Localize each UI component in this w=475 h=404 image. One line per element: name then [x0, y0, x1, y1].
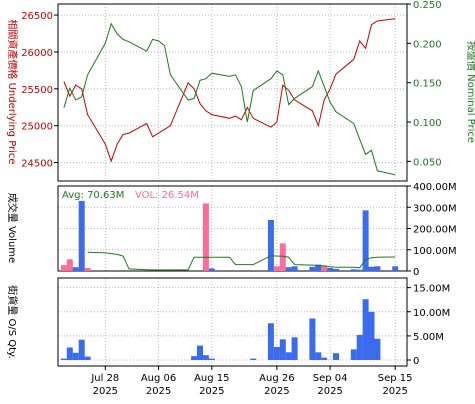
- volume-bar: [315, 264, 322, 271]
- street-qty-bar: [362, 299, 369, 360]
- right-tick-label: 0.150: [413, 79, 442, 90]
- street-qty-bar: [72, 352, 79, 360]
- street-qty-bar: [315, 352, 322, 360]
- street-qty-bar: [291, 337, 298, 360]
- x-tick-label: Sep 15: [378, 373, 413, 384]
- volume-bar: [374, 266, 381, 271]
- volume-bar: [356, 269, 363, 271]
- right-tick-label: 0.250: [413, 0, 442, 11]
- volume-bar: [84, 268, 91, 271]
- street-qty-bar: [66, 347, 73, 360]
- street-qty-bar: [202, 355, 209, 360]
- left-tick-label: 26500: [21, 11, 53, 22]
- volume-bar: [78, 200, 85, 271]
- left-tick-label: 25500: [21, 85, 53, 96]
- street-qty-bar: [267, 323, 274, 360]
- street-qty-bar: [279, 339, 286, 360]
- x-tick-label: Sep 04: [313, 373, 348, 384]
- underlying-price-line: [63, 18, 396, 163]
- x-tick-year: 2025: [199, 386, 224, 397]
- street-qty-bar: [250, 358, 257, 360]
- x-tick-year: 2025: [93, 386, 118, 397]
- street-qty-bar: [197, 345, 203, 360]
- volume-axis-label: 成交量 Volume: [6, 193, 19, 263]
- volume-bar: [72, 267, 79, 271]
- volume-bar: [350, 269, 357, 271]
- street-qty-bar: [273, 347, 280, 360]
- volume-tick-label: 300.00M: [413, 203, 457, 214]
- x-tick-label: Aug 26: [259, 373, 294, 384]
- right-axis-label: 按盤價 Nominal Price: [465, 41, 475, 143]
- street-qty-tick-label: 15.00M: [413, 284, 450, 295]
- x-tick-year: 2025: [146, 386, 171, 397]
- street-qty-bar: [374, 338, 381, 360]
- volume-bar: [273, 266, 280, 271]
- right-tick-label: 0.050: [413, 157, 442, 168]
- left-axis-label: 相關資產價格 Underlying Price: [6, 19, 19, 164]
- volume-bar: [327, 268, 334, 271]
- left-tick-label: 26000: [21, 48, 53, 59]
- x-tick-year: 2025: [264, 386, 289, 397]
- x-tick-year: 2025: [382, 386, 407, 397]
- street-qty-bar: [309, 318, 316, 360]
- volume-average-line: [87, 251, 396, 271]
- volume-bar: [202, 203, 209, 271]
- street-qty-bar: [333, 353, 339, 360]
- x-tick-year: 2025: [317, 386, 342, 397]
- volume-bar: [333, 268, 339, 271]
- volume-legend-vol: VOL: 26.54M: [135, 190, 199, 201]
- street-qty-bar: [285, 352, 292, 360]
- street-qty-bar: [356, 334, 363, 360]
- volume-bar: [362, 210, 369, 271]
- street-qty-bar: [208, 358, 215, 360]
- street-qty-tick-label: 0: [413, 356, 419, 367]
- nominal-price-line: [63, 22, 396, 176]
- volume-bar: [279, 243, 286, 271]
- street-qty-bar: [368, 311, 375, 360]
- x-tick-label: Jul 28: [90, 373, 119, 384]
- volume-tick-label: 0: [413, 267, 419, 278]
- volume-bar: [60, 265, 67, 271]
- street-qty-panel: 0 5.00M 10.00M 15.00M Jul 28 2025 Aug 06 2025 A…: [6, 277, 450, 397]
- right-tick-label: 0.100: [413, 118, 442, 129]
- street-qty-bar: [78, 339, 85, 360]
- volume-bar: [66, 259, 73, 271]
- volume-bar: [267, 220, 274, 271]
- volume-bar: [368, 266, 375, 272]
- street-qty-tick-label: 5.00M: [413, 332, 444, 343]
- street-qty-bar: [84, 356, 91, 360]
- x-tick-label: Aug 15: [194, 373, 229, 384]
- street-qty-bar: [191, 356, 198, 360]
- x-tick-label: Aug 06: [141, 373, 176, 384]
- volume-legend-avg: Avg: 70.63M: [62, 190, 124, 201]
- volume-bar: [285, 267, 292, 271]
- left-tick-label: 24500: [21, 159, 53, 170]
- street-qty-axis-label: 街貨量 O/S Qty.: [6, 285, 19, 358]
- right-tick-label: 0.200: [413, 39, 442, 50]
- volume-bar: [291, 266, 298, 271]
- volume-bar: [321, 265, 328, 271]
- street-qty-bar: [350, 349, 357, 360]
- volume-tick-label: 100.00M: [413, 246, 457, 257]
- street-qty-bar: [60, 358, 67, 360]
- volume-bar: [309, 266, 316, 272]
- street-qty-bar: [321, 357, 328, 360]
- left-tick-label: 25000: [21, 122, 53, 133]
- volume-tick-label: 200.00M: [413, 225, 457, 236]
- price-panel: 24500 25000 25500 26000 26500 0.050 0.100 0.15…: [6, 0, 475, 182]
- volume-tick-label: 400.00M: [413, 182, 457, 193]
- street-qty-tick-label: 10.00M: [413, 308, 450, 319]
- volume-bar: [392, 266, 399, 271]
- volume-bar: [208, 268, 215, 271]
- volume-panel: 0 100.00M 200.00M 300.00M 400.00M Avg: 70.63…: [6, 182, 457, 278]
